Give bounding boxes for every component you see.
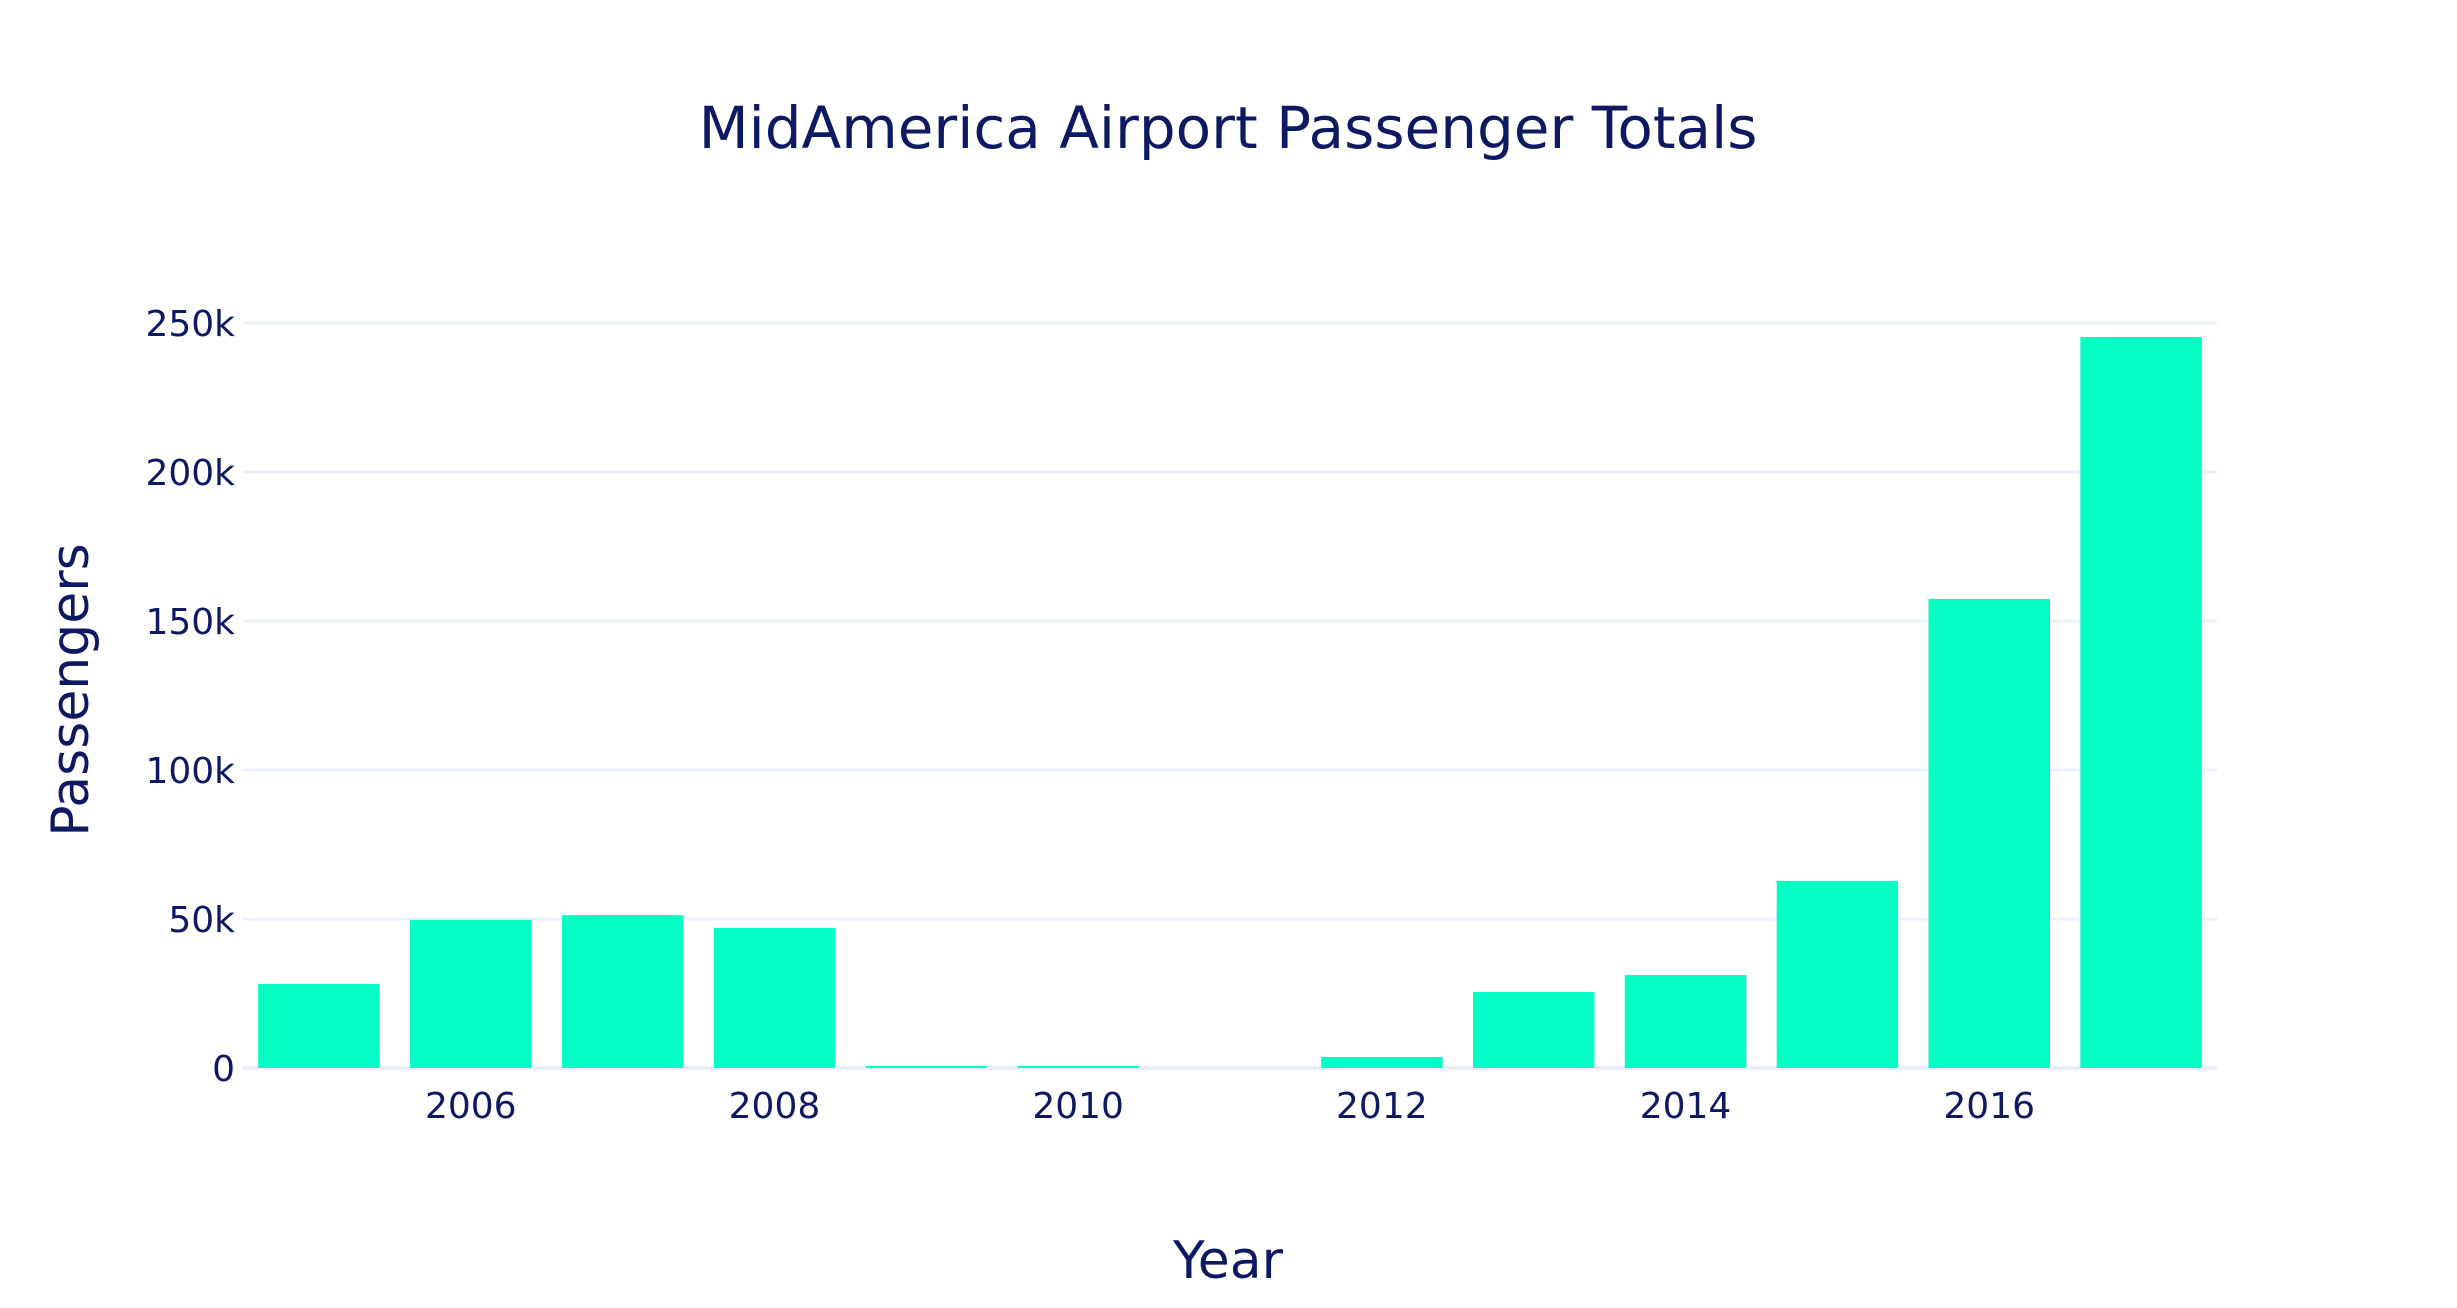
- bar-2006[interactable]: [410, 919, 532, 1068]
- bars: [258, 337, 2202, 1069]
- x-tick-label: 2014: [1640, 1086, 1732, 1127]
- bar-2010[interactable]: [1017, 1066, 1139, 1068]
- bar-2016[interactable]: [1928, 598, 2050, 1068]
- x-axis-title: Year: [1172, 1231, 1284, 1291]
- x-tick-label: 2016: [1943, 1086, 2035, 1127]
- bar-2015[interactable]: [1776, 880, 1899, 1068]
- x-axis-ticks: 2006 2008 2010 2012 2014 2016: [425, 1086, 2035, 1127]
- bar-2005[interactable]: [258, 983, 380, 1068]
- y-tick-label: 50k: [168, 900, 235, 941]
- bar-2012[interactable]: [1321, 1056, 1443, 1068]
- x-tick-label: 2006: [425, 1086, 517, 1127]
- bar-2007[interactable]: [561, 915, 684, 1068]
- y-axis-title: Passengers: [41, 543, 101, 837]
- y-tick-label: 150k: [145, 602, 235, 643]
- bar-2009[interactable]: [865, 1066, 988, 1068]
- x-tick-label: 2008: [729, 1086, 821, 1127]
- bar-2017[interactable]: [2080, 337, 2202, 1069]
- y-tick-label: 0: [212, 1049, 235, 1090]
- x-tick-label: 2012: [1336, 1086, 1428, 1127]
- y-tick-label: 250k: [145, 304, 235, 345]
- bar-2014[interactable]: [1624, 975, 1747, 1068]
- bar-2013[interactable]: [1472, 992, 1595, 1068]
- y-tick-label: 200k: [145, 453, 235, 494]
- x-tick-label: 2010: [1032, 1086, 1124, 1127]
- bar-2008[interactable]: [713, 927, 836, 1068]
- gridlines: [243, 321, 2217, 1070]
- y-tick-label: 100k: [145, 751, 235, 792]
- y-axis-ticks: 0 50k 100k 150k 200k 250k: [145, 304, 235, 1090]
- chart-title: MidAmerica Airport Passenger Totals: [699, 94, 1758, 162]
